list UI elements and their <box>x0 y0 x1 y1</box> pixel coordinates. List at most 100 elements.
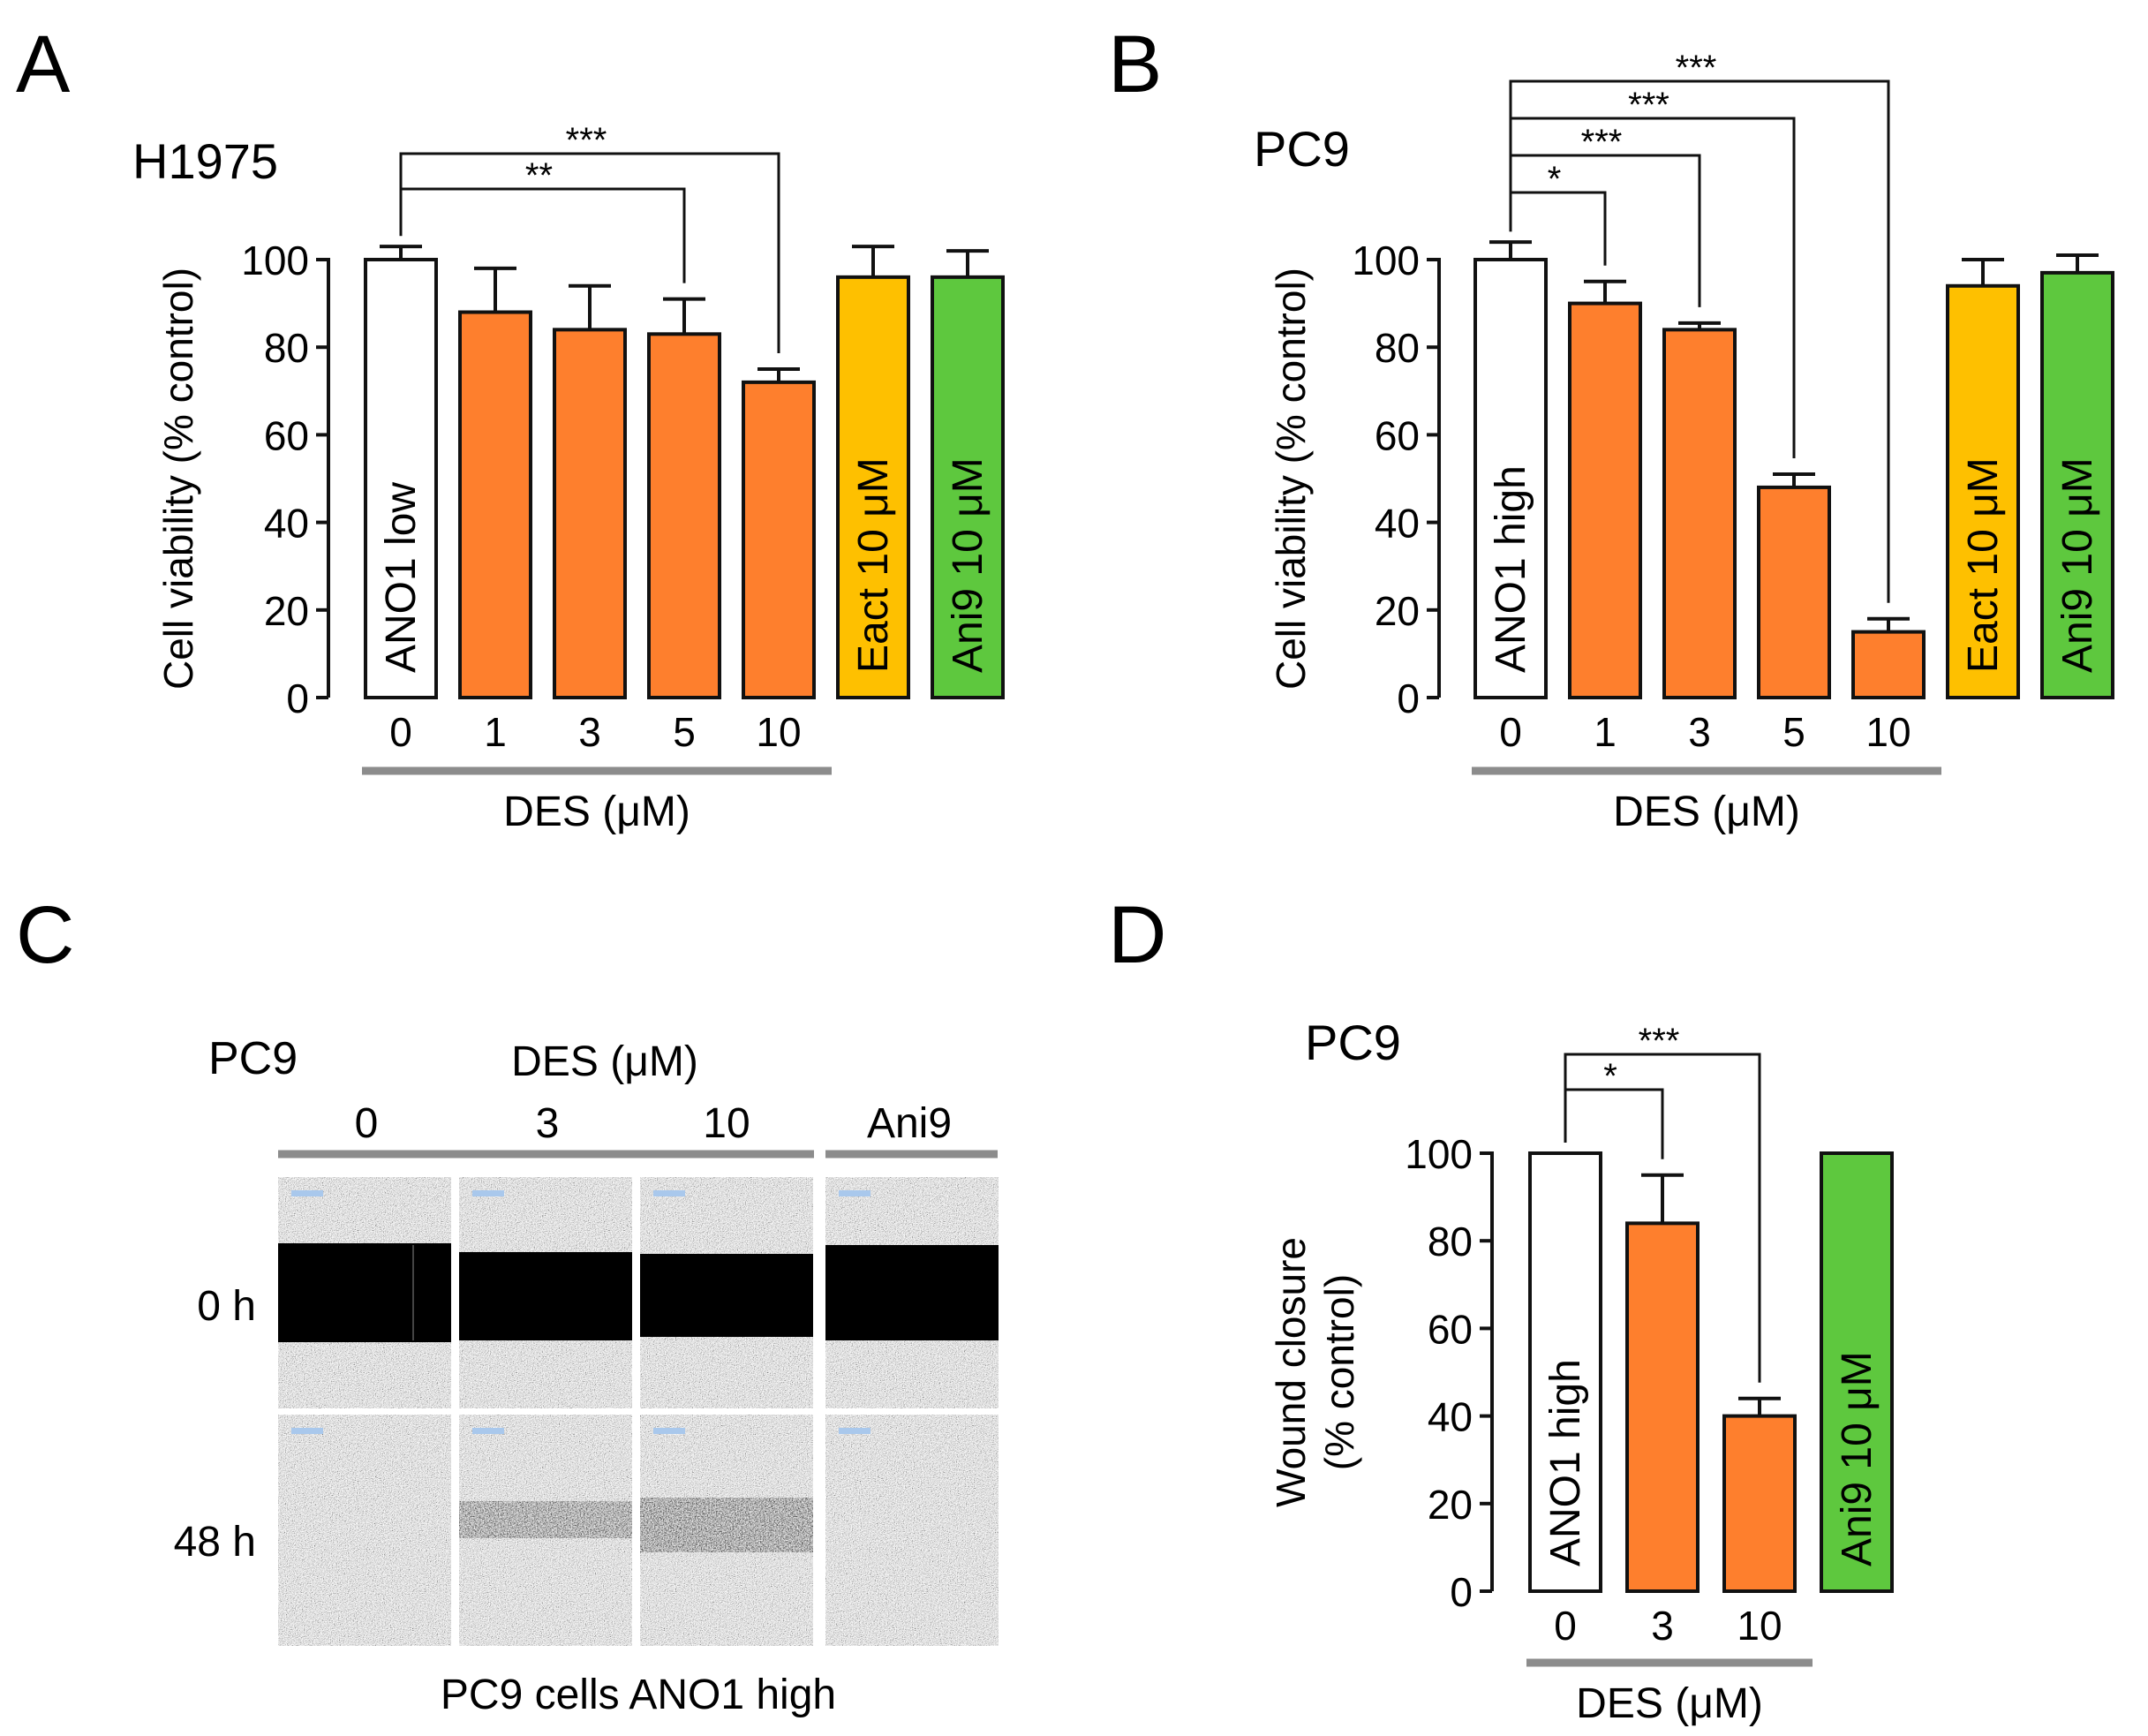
y-axis-label: (% control) <box>1316 1274 1362 1470</box>
significance-stars: *** <box>1676 49 1717 87</box>
significance-stars: *** <box>1628 86 1669 125</box>
panel-a-title: H1975 <box>132 133 278 189</box>
x-tick-label: 3 <box>1688 709 1711 755</box>
y-tick-label: 80 <box>1428 1219 1473 1264</box>
panel-c-column-label: 10 <box>703 1100 750 1147</box>
significance-stars: ** <box>525 156 553 195</box>
x-tick-label: 1 <box>484 709 507 755</box>
bar <box>1722 1414 1797 1593</box>
significance-bracket <box>1509 191 1607 266</box>
y-tick-label: 20 <box>264 588 309 634</box>
x-tick-label: 1 <box>1594 709 1617 755</box>
bar <box>1820 1151 1894 1593</box>
panel-letter-b: B <box>1108 19 1162 109</box>
panel-c-column-label: 3 <box>536 1100 560 1147</box>
bar <box>364 258 438 699</box>
y-axis-label: Wound closure <box>1268 1237 1314 1507</box>
bar-inside-label: Ani9 10 μM <box>2054 457 2101 673</box>
panel-letter-d: D <box>1108 890 1166 980</box>
bar <box>1851 630 1926 699</box>
significance-stars: * <box>1603 1057 1617 1096</box>
y-tick-label: 40 <box>1375 501 1420 547</box>
micrograph-48h-des0 <box>278 1415 451 1646</box>
significance-bracket <box>399 187 686 283</box>
y-tick-label: 60 <box>1428 1306 1473 1352</box>
bar <box>1662 328 1737 699</box>
micrograph-0h-ani9 <box>825 1177 999 1408</box>
y-tick-label: 20 <box>1428 1482 1473 1528</box>
panel-b-title: PC9 <box>1254 121 1350 177</box>
y-tick-label: 40 <box>264 501 309 547</box>
bar-inside-label: Eact 10 μM <box>1960 457 2007 673</box>
y-tick-label: 100 <box>241 238 309 283</box>
x-tick-label: 5 <box>673 709 696 755</box>
bar <box>836 275 910 699</box>
panel-c: PC9 DES (μM) 0 3 10 Ani9 0 h 48 h <box>174 1033 999 1718</box>
x-tick-label: 0 <box>1499 709 1522 755</box>
x-tick-label: 10 <box>1737 1603 1782 1649</box>
x-tick-label: 5 <box>1782 709 1805 755</box>
bar <box>742 380 816 699</box>
panel-c-caption: PC9 cells ANO1 high <box>441 1672 836 1718</box>
y-tick-label: 0 <box>1397 676 1420 721</box>
panel-letter-a: A <box>16 19 71 109</box>
bar <box>1757 485 1831 699</box>
group-label: DES (μM) <box>1613 789 1800 835</box>
x-tick-label: 0 <box>1554 1603 1577 1649</box>
panel-c-group-label: DES (μM) <box>511 1038 698 1085</box>
bar-inside-label: Eact 10 μM <box>850 457 897 673</box>
bar-inside-label: ANO1 high <box>1542 1359 1589 1566</box>
micrograph-0h-des10 <box>640 1177 813 1408</box>
bar <box>931 275 1005 699</box>
x-tick-label: 10 <box>756 709 801 755</box>
bar <box>1568 301 1642 699</box>
bar <box>1625 1221 1700 1593</box>
x-tick-label: 3 <box>1651 1603 1674 1649</box>
significance-stars: *** <box>1581 123 1623 162</box>
micrograph-48h-des3 <box>459 1415 632 1646</box>
significance-bracket <box>1564 1088 1664 1159</box>
panel-c-row-label: 0 h <box>197 1283 256 1330</box>
y-axis-label: Cell viability (% control) <box>155 268 201 690</box>
panel-c-column-label: Ani9 <box>867 1100 952 1147</box>
y-axis-label: Cell viability (% control) <box>1268 268 1314 690</box>
x-tick-label: 0 <box>389 709 412 755</box>
y-tick-label: 60 <box>1375 412 1420 458</box>
bar <box>647 332 721 699</box>
y-tick-label: 60 <box>264 412 309 458</box>
significance-stars: *** <box>1639 1022 1680 1060</box>
micrograph-0h-des0 <box>278 1177 451 1408</box>
bar <box>1528 1151 1602 1593</box>
panel-d-title: PC9 <box>1305 1015 1401 1070</box>
panel-c-title: PC9 <box>208 1033 298 1084</box>
y-tick-label: 0 <box>1450 1569 1473 1615</box>
panel-c-row-label: 48 h <box>174 1519 256 1566</box>
y-tick-label: 0 <box>286 676 309 721</box>
bar <box>458 310 532 699</box>
micrograph-48h-ani9 <box>825 1415 999 1646</box>
group-label: DES (μM) <box>503 789 690 835</box>
bar <box>1946 283 2020 699</box>
significance-stars: *** <box>566 121 607 160</box>
y-tick-label: 100 <box>1405 1131 1473 1177</box>
significance-stars: * <box>1548 160 1562 199</box>
bar-inside-label: ANO1 high <box>1488 465 1534 673</box>
x-tick-label: 3 <box>578 709 601 755</box>
group-label: DES (μM) <box>1576 1680 1763 1727</box>
panel-letter-c: C <box>16 890 74 980</box>
bar-inside-label: ANO1 low <box>378 482 425 673</box>
micrograph-48h-des10 <box>640 1415 813 1646</box>
y-tick-label: 40 <box>1428 1394 1473 1440</box>
bar <box>2040 270 2114 699</box>
y-tick-label: 100 <box>1352 238 1420 283</box>
bar-inside-label: Ani9 10 μM <box>1834 1351 1880 1566</box>
x-tick-label: 10 <box>1865 709 1911 755</box>
panel-c-column-label: 0 <box>355 1100 379 1147</box>
micrograph-0h-des3 <box>459 1177 632 1408</box>
bar <box>553 328 627 699</box>
bar-inside-label: Ani9 10 μM <box>945 457 991 673</box>
